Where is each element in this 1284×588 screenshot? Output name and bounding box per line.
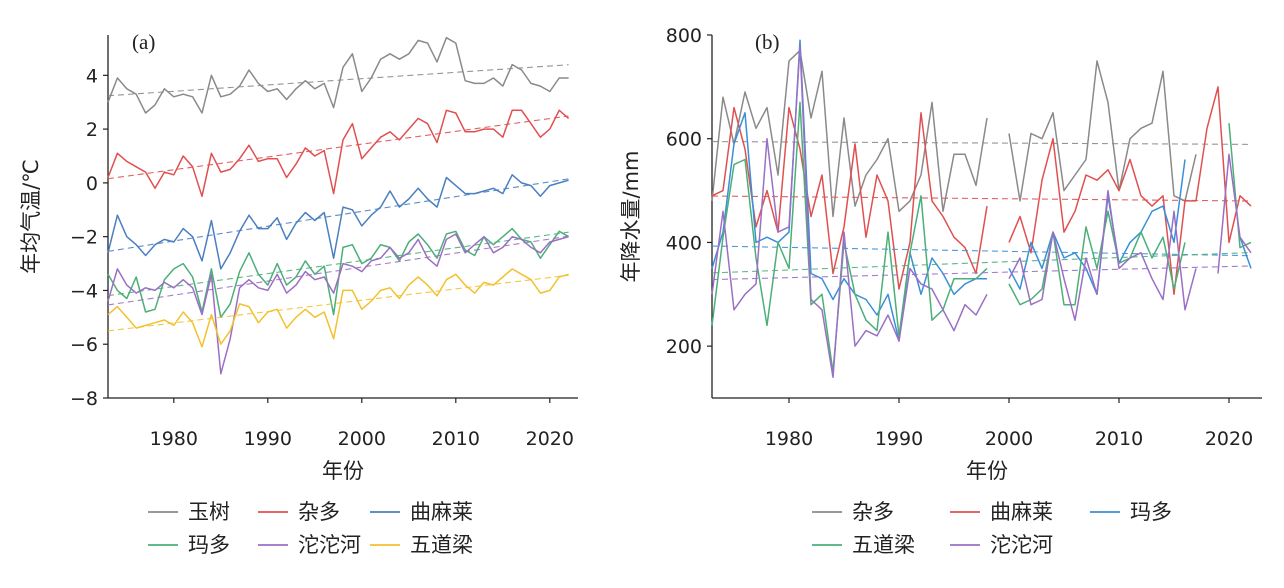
b-series-line-3 [1228,123,1252,249]
b-series-line-0 [711,49,988,218]
a-x-axis-title: 年份 [322,459,364,483]
b-series-line-1 [711,106,988,290]
a-y-tick-label: 2 [86,119,98,141]
a-x-tick-label: 2020 [526,428,574,450]
b-x-tick-label: 1980 [765,428,813,450]
b-x-tick-label: 1990 [875,428,923,450]
a-legend-label-4: 沱沱河 [298,533,361,557]
b-legend-label-0: 杂多 [852,500,894,524]
b-x-axis-title: 年份 [966,459,1008,483]
panel-a-temperature: −8 −6 −4 −2 0 2 4 1980 1990 2000 2010 2020 年份 年均气温/℃ (… [19,30,578,557]
a-series-line-5 [107,268,569,348]
a-y-tick-label: −8 [70,388,98,410]
a-series-line-4 [107,233,569,375]
b-series-line-4 [711,44,988,379]
b-legend-label-3: 五道梁 [852,533,915,557]
b-y-tick-label: 200 [666,336,702,358]
a-series-line-3 [107,227,569,319]
a-series-line-2 [107,174,569,270]
a-y-tick-label: −2 [70,227,98,249]
b-panel-label: (b) [755,30,780,54]
a-series-line-0 [107,36,569,114]
a-x-tick-label: 1990 [244,428,292,450]
a-y-tick-label: 0 [86,173,98,195]
a-legend-label-3: 玛多 [188,533,230,557]
a-x-tick-label: 2000 [338,428,386,450]
b-series-line-1 [1008,86,1252,296]
b-x-tick-label: 2000 [985,428,1033,450]
b-y-tick-label: 600 [666,129,702,151]
b-y-axis-title: 年降水量/mm [619,151,643,283]
b-series-group [711,39,1252,379]
b-legend-label-2: 玛多 [1130,500,1172,524]
a-trend-line-2 [107,178,569,252]
a-panel-label: (a) [132,30,155,54]
a-trend-line-4 [107,235,569,306]
a-series-group [107,36,570,375]
a-trend-line-1 [107,115,569,180]
b-series-line-4 [1217,153,1252,274]
b-legend-label-4: 沱沱河 [990,533,1053,557]
a-y-tick-label: 4 [86,65,98,87]
a-y-axis-title: 年均气温/℃ [19,159,43,274]
a-legend-label-1: 杂多 [298,500,340,524]
a-x-tick-label: 1980 [150,428,198,450]
a-y-tick-label: −4 [70,280,98,302]
b-legend-label-1: 曲麻莱 [990,500,1053,524]
b-x-tick-label: 2010 [1095,428,1143,450]
b-x-tick-label: 2020 [1205,428,1253,450]
b-y-tick-label: 800 [666,25,702,47]
a-trend-line-0 [107,64,569,97]
b-y-tick-label: 400 [666,232,702,254]
a-legend-label-2: 曲麻莱 [410,500,473,524]
a-trend-line-5 [107,274,569,332]
a-series-line-1 [107,109,570,198]
b-series-line-4 [1008,189,1197,321]
b-series-line-3 [1008,210,1186,306]
a-legend-label-5: 五道梁 [410,533,473,557]
panel-b-precipitation: 200 400 600 800 1980 1990 2000 2010 2020 年份 年降水量/m… [619,25,1262,557]
a-y-tick-label: −6 [70,334,98,356]
b-series-line-0 [1008,60,1197,202]
a-legend-label-0: 玉树 [188,500,230,524]
a-x-tick-label: 2010 [432,428,480,450]
a-trend-line-3 [107,231,569,297]
